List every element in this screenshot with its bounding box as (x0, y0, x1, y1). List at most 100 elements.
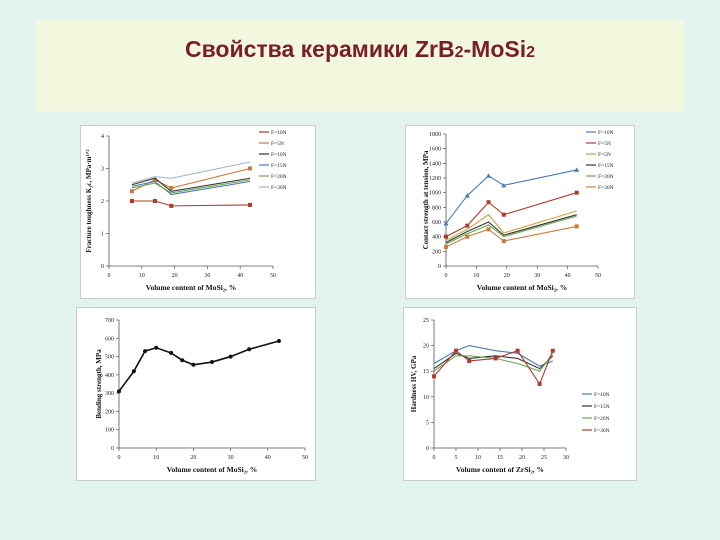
y-tick-label: 0 (111, 446, 114, 452)
data-point (537, 382, 542, 386)
y-tick-label: 600 (105, 336, 114, 342)
data-point (486, 200, 491, 205)
series-line (445, 215, 577, 245)
legend-label: F=10N (598, 130, 614, 136)
data-point (515, 348, 520, 353)
x-tick-label: 20 (519, 455, 525, 461)
y-tick-label: 1 (101, 232, 104, 238)
x-tick-label: 30 (563, 455, 569, 461)
data-point (467, 358, 472, 363)
chart-hardness: 0 5 10 15 20 25 30 0 5 10 15 20 25 Volume content of … (410, 318, 610, 474)
y-tick-label: 400 (432, 235, 441, 241)
title-main: Свойства керамики ZrB (184, 36, 455, 62)
legend-label: F=20N (271, 174, 287, 180)
x-axis-label: Volume content of MoSi₂, % (167, 465, 258, 474)
data-point (493, 356, 498, 361)
data-point (228, 354, 233, 359)
data-point (191, 362, 196, 367)
data-point (210, 360, 214, 365)
y-tick-label: 500 (105, 355, 114, 361)
data-point (486, 173, 492, 178)
data-point (131, 369, 136, 374)
data-point (248, 202, 253, 207)
x-axis-label: Volume content of MoSi₂, % (146, 283, 237, 292)
data-point (501, 239, 506, 244)
series-line (445, 210, 577, 241)
chart-contact-strength: 0 10 20 30 40 50 0 200 400 600 800 1000 1200 1400 1600… (422, 130, 614, 292)
chart-fracture-toughness: 0 10 20 30 40 50 0 1 2 3 4 Volume content of MoSi₂,… (85, 130, 287, 292)
x-tick-label: 15 (497, 455, 503, 461)
chart-panel-contact-strength: 0 10 20 30 40 50 0 200 400 600 800 1000 1200 1400 1600… (405, 125, 635, 299)
series-line (433, 352, 554, 370)
data-point (152, 177, 157, 182)
x-tick-label: 20 (172, 273, 178, 279)
y-tick-label: 1000 (429, 191, 441, 197)
y-tick-label: 600 (432, 220, 441, 226)
data-point (432, 374, 436, 379)
legend-label: F=15N (598, 163, 614, 169)
y-tick-label: 2 (101, 199, 104, 205)
x-tick-label: 10 (153, 455, 159, 461)
y-tick-label: 25 (423, 318, 429, 324)
legend-label: F=5N (271, 141, 284, 147)
chart-panel-fracture-toughness: 0 10 20 30 40 50 0 1 2 3 4 Volume content of MoSi₂,… (80, 125, 316, 299)
chart-panel-hardness: 0 5 10 15 20 25 30 0 5 10 15 20 25 Volume content of … (403, 307, 637, 481)
data-point (574, 167, 580, 172)
legend-label: F=10N (594, 392, 610, 398)
data-point (454, 348, 458, 353)
x-tick-label: 30 (534, 273, 540, 279)
data-point (444, 234, 448, 239)
y-tick-label: 1800 (429, 132, 441, 138)
legend-label: F=15N (594, 404, 610, 410)
legend-label: F=5N (598, 152, 611, 158)
legend-label: F=20N (598, 174, 614, 180)
title-sub2: 2 (526, 44, 536, 61)
y-tick-label: 4 (101, 134, 104, 140)
data-point (550, 348, 555, 353)
data-point (143, 349, 148, 354)
x-tick-label: 40 (565, 273, 571, 279)
data-point (169, 186, 174, 190)
y-tick-label: 20 (423, 344, 429, 350)
chart-panel-bending-strength: 0 10 20 30 40 50 0 100 200 300 400 500 600 700 Volume … (76, 307, 316, 481)
data-point (276, 339, 281, 344)
y-tick-label: 1200 (429, 176, 441, 182)
y-axis-label: Fracture toughness K₁c, MPa·m¹ᐟ² (85, 149, 93, 252)
legend-label: F=30N (271, 185, 287, 191)
x-tick-label: 25 (541, 455, 547, 461)
x-axis-label: Volume content of MoSi₂, % (477, 283, 568, 292)
series-line (445, 214, 577, 244)
y-tick-label: 200 (432, 249, 441, 255)
series-line (131, 161, 251, 184)
y-tick-label: 200 (105, 409, 114, 415)
y-axis-label: Contact strength at tension, MPa (422, 150, 430, 249)
y-tick-label: 0 (438, 264, 441, 270)
data-point (574, 224, 579, 229)
data-point (443, 220, 449, 226)
y-tick-label: 300 (105, 391, 114, 397)
data-point (129, 189, 134, 194)
legend-label: F=10N (271, 130, 287, 136)
y-tick-label: 400 (105, 373, 114, 379)
x-axis-label: Volume content of ZrSi₂, % (456, 465, 544, 474)
x-tick-label: 50 (302, 455, 308, 461)
x-tick-label: 40 (265, 455, 271, 461)
legend-label: F=10N (271, 152, 287, 158)
x-tick-label: 30 (228, 455, 234, 461)
x-tick-label: 20 (504, 273, 510, 279)
series-line (118, 340, 280, 392)
legend-label: F=30N (598, 185, 614, 191)
x-tick-label: 0 (433, 455, 436, 461)
data-point (248, 166, 253, 171)
series-line (131, 200, 251, 207)
data-point (464, 193, 470, 198)
series-line (131, 177, 251, 192)
slide-title: Свойства керамики ZrB2-MoSi2 (0, 36, 720, 63)
data-point (169, 203, 174, 208)
legend-label: F=20N (594, 416, 610, 422)
data-point (152, 199, 157, 203)
data-point (129, 199, 134, 203)
data-point (154, 345, 159, 350)
x-tick-label: 30 (204, 273, 210, 279)
title-sub1: 2 (454, 44, 464, 61)
